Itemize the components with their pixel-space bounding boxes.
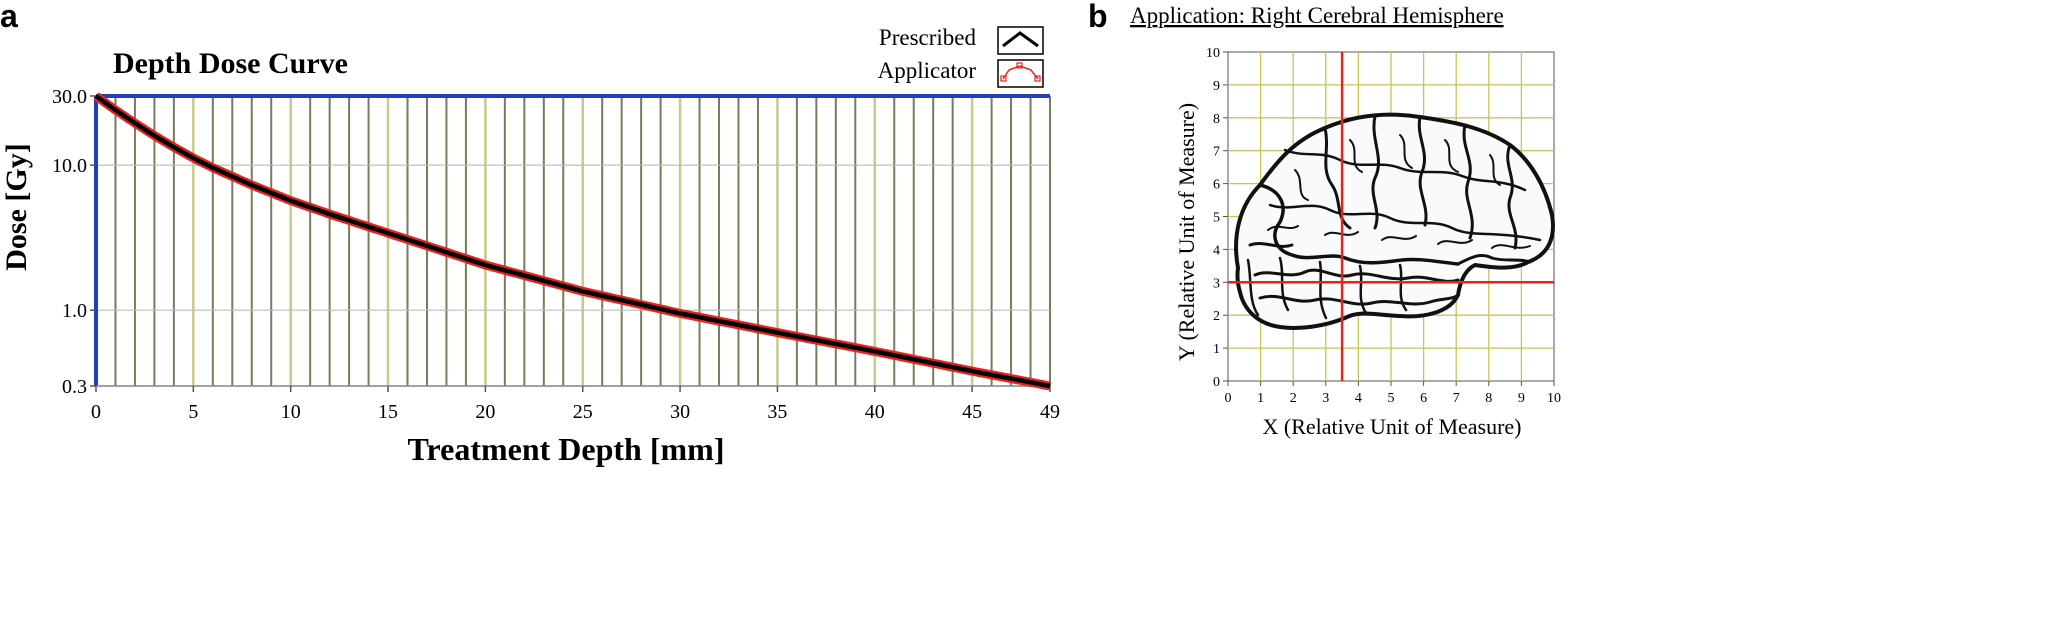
- chart-b-y-tick-label: 6: [1213, 178, 1220, 193]
- chart-a-y-tick-label: 30.0: [52, 86, 87, 108]
- chart-a-x-tick-label: 30: [670, 401, 690, 423]
- chart-b-x-tick-label: 6: [1420, 391, 1427, 406]
- chart-b-y-tick-label: 9: [1213, 79, 1220, 94]
- brain-illustration: [1234, 112, 1555, 330]
- chart-a-y-tick-label: 0.3: [62, 376, 87, 398]
- legend-swatch-prescribed: [997, 26, 1044, 55]
- panel-label-b: b: [1088, 0, 1108, 34]
- chart-b-y-tick-label: 1: [1213, 342, 1220, 357]
- chart-b-y-tick-label: 7: [1213, 145, 1220, 160]
- chart-b-x-tick-label: 10: [1547, 391, 1561, 406]
- panel-label-a: a: [0, 0, 18, 34]
- chart-a-x-tick-label: 45: [962, 401, 982, 423]
- chart-b-y-tick-label: 8: [1213, 112, 1220, 127]
- depth-dose-chart: Depth Dose Curve 0.3 1.0 10.0 30.0 0 5 10 15 20…: [0, 25, 1060, 467]
- chart-a-x-tick-label: 10: [281, 401, 301, 423]
- legend-label-prescribed: Prescribed: [879, 25, 977, 50]
- chart-b-x-tick-label: 8: [1485, 391, 1492, 406]
- chart-b-y-tick-label: 2: [1213, 309, 1220, 324]
- series-line-prescribed: [94, 94, 1051, 389]
- chart-b-x-tick-label: 9: [1518, 391, 1525, 406]
- chart-b-title: Application: Right Cerebral Hemisphere: [1130, 3, 1504, 28]
- legend-label-applicator: Applicator: [878, 58, 977, 83]
- legend-line-applicator: [1002, 65, 1039, 80]
- legend-swatch-applicator: [997, 59, 1044, 88]
- chart-b-x-tick-label: 7: [1453, 391, 1460, 406]
- chart-b-x-tick-label: 1: [1257, 391, 1264, 406]
- chart-b-x-tick-label: 3: [1322, 391, 1329, 406]
- chart-a-x-tick-label: 5: [188, 401, 198, 423]
- chart-a-x-ticks: 0 5 10 15 20 25 30 35 40 45 49: [91, 386, 1060, 423]
- chart-b-y-axis-label: Y (Relative Unit of Measure): [1174, 103, 1199, 361]
- chart-a-x-tick-label: 35: [767, 401, 787, 423]
- legend-marker-applicator-2: [1016, 62, 1023, 69]
- chart-b-x-tick-label: 0: [1225, 391, 1232, 406]
- chart-b-y-tick-label: 3: [1213, 276, 1220, 291]
- chart-b-y-tick-label: 10: [1206, 46, 1220, 61]
- chart-b-x-tick-label: 2: [1290, 391, 1297, 406]
- legend-marker-applicator-1: [1000, 75, 1007, 82]
- chart-b-x-tick-label: 4: [1355, 391, 1362, 406]
- chart-a-x-tick-label: 49: [1040, 401, 1060, 423]
- chart-b-x-axis-label: X (Relative Unit of Measure): [1262, 414, 1521, 439]
- chart-a-x-axis-label: Treatment Depth [mm]: [408, 431, 725, 467]
- chart-b-crosshair: [1228, 52, 1554, 381]
- legend-marker-applicator-3: [1034, 75, 1041, 82]
- chart-a-y-tick-label: 1.0: [62, 300, 87, 322]
- chart-a-y-ticks: 0.3 1.0 10.0 30.0: [52, 86, 96, 398]
- chart-b-y-tick-label: 4: [1213, 243, 1220, 258]
- chart-a-y-tick-label: 10.0: [52, 155, 87, 177]
- chart-b-y-tick-label: 5: [1213, 211, 1220, 226]
- chart-a-x-tick-label: 0: [91, 401, 101, 423]
- chart-a-legend: Prescribed Applicator: [878, 25, 1044, 88]
- chart-a-x-tick-label: 40: [865, 401, 885, 423]
- chart-a-y-axis-label: Dose [Gy]: [0, 143, 33, 270]
- chart-b-y-tick-label: 0: [1213, 375, 1220, 390]
- chart-a-x-tick-label: 25: [573, 401, 593, 423]
- brain-map-chart: Application: Right Cerebral Hemisphere 0…: [1130, 3, 1561, 439]
- legend-line-prescribed: [1002, 31, 1039, 48]
- chart-b-x-ticks: 0 1 2 3 4 5 6 7 8 9 10: [1225, 381, 1561, 406]
- chart-b-x-tick-label: 5: [1388, 391, 1395, 406]
- chart-a-x-tick-label: 20: [475, 401, 495, 423]
- chart-a-series-group: [93, 92, 1051, 391]
- chart-b-y-ticks: 0 1 2 3 4 5 6 7 8 9 10: [1206, 46, 1228, 390]
- chart-a-x-tick-label: 15: [378, 401, 398, 423]
- chart-a-grid: [94, 94, 1051, 387]
- chart-a-plot-area: [96, 96, 1050, 386]
- chart-a-title: Depth Dose Curve: [113, 47, 348, 80]
